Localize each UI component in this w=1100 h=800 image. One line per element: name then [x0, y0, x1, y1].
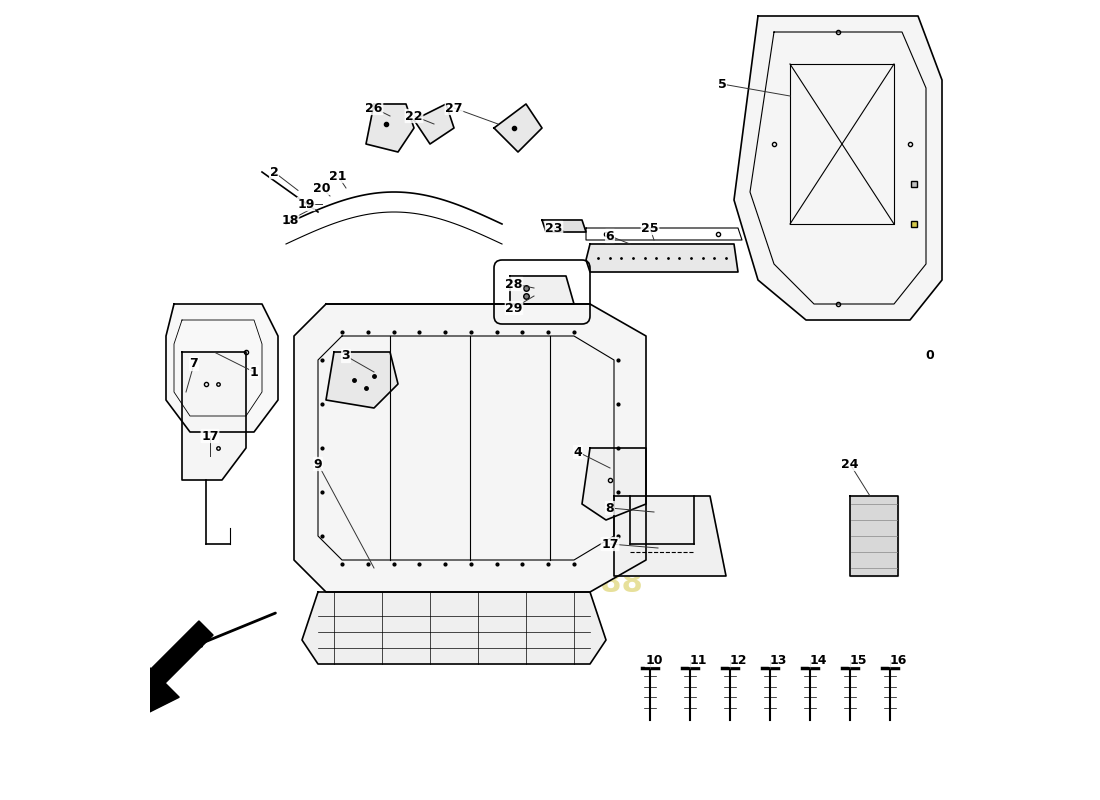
Text: 9: 9	[314, 458, 322, 470]
Polygon shape	[614, 496, 726, 576]
Polygon shape	[302, 592, 606, 664]
Text: 3: 3	[342, 350, 350, 362]
Text: 12: 12	[729, 654, 747, 666]
Text: 17: 17	[602, 538, 618, 550]
Text: 0: 0	[925, 350, 934, 362]
Polygon shape	[542, 220, 586, 232]
Text: 24: 24	[842, 458, 859, 470]
Polygon shape	[582, 448, 646, 520]
Text: 27: 27	[446, 102, 463, 114]
Text: 2: 2	[270, 166, 278, 178]
Polygon shape	[166, 304, 278, 432]
Text: since 1988: since 1988	[458, 570, 642, 598]
Text: 13: 13	[769, 654, 786, 666]
Text: 17: 17	[201, 430, 219, 442]
Text: a passion parts: a passion parts	[354, 482, 618, 510]
FancyArrow shape	[95, 621, 213, 740]
Text: 15: 15	[849, 654, 867, 666]
Polygon shape	[850, 496, 898, 576]
Text: 21: 21	[329, 170, 346, 182]
Polygon shape	[366, 104, 414, 152]
Text: 28: 28	[505, 278, 522, 290]
Text: 20: 20	[314, 182, 331, 194]
Text: 4: 4	[573, 446, 582, 458]
Polygon shape	[734, 16, 942, 320]
Polygon shape	[494, 104, 542, 152]
Polygon shape	[294, 304, 646, 592]
Polygon shape	[182, 352, 246, 480]
Text: 10: 10	[646, 654, 662, 666]
Text: 5: 5	[717, 78, 726, 90]
Text: 8: 8	[606, 502, 614, 514]
Polygon shape	[510, 276, 574, 304]
Text: 11: 11	[690, 654, 706, 666]
Text: 16: 16	[889, 654, 906, 666]
Polygon shape	[586, 244, 738, 272]
Text: 1: 1	[250, 366, 258, 378]
Polygon shape	[414, 104, 454, 144]
Text: 6: 6	[606, 230, 614, 242]
Text: 23: 23	[546, 222, 563, 234]
Polygon shape	[326, 352, 398, 408]
Text: 18: 18	[282, 214, 299, 226]
Text: europ: europ	[336, 366, 573, 434]
Text: 26: 26	[365, 102, 383, 114]
Text: 25: 25	[641, 222, 659, 234]
Text: 29: 29	[505, 302, 522, 314]
Text: 19: 19	[297, 198, 315, 210]
Text: 7: 7	[189, 358, 198, 370]
Text: 14: 14	[810, 654, 827, 666]
Text: 22: 22	[405, 110, 422, 122]
